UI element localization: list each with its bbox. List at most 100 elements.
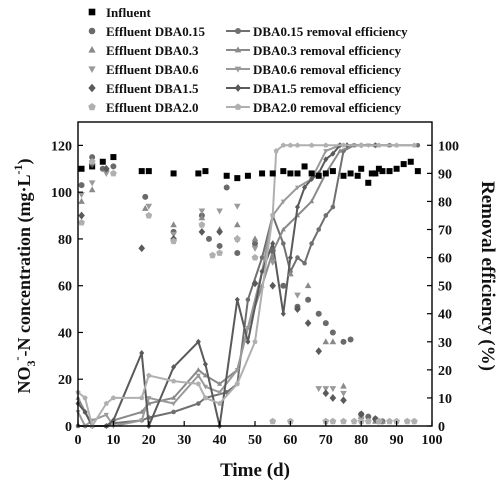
data-point [170,231,177,238]
data-point [202,395,209,401]
data-point [323,213,329,218]
data-point [287,142,294,148]
data-point [216,208,223,215]
data-point [170,170,177,177]
data-point [376,142,382,148]
y2-tick-label: 90 [438,167,452,182]
series-10 [75,142,417,429]
data-point [403,417,411,425]
data-point [233,235,241,242]
data-point [329,329,336,336]
legend-item-7: DBA0.3 removal efficiency [226,43,402,58]
y2-tick-label: 60 [438,252,452,267]
y2-tick-label: 40 [438,308,452,323]
x-tick-label: 20 [142,433,156,448]
data-point [78,211,85,220]
data-point [88,158,96,165]
legend-label: DBA1.5 removal efficiency [253,81,402,96]
data-point [88,186,96,193]
data-point [217,390,223,396]
data-point [171,401,177,407]
y-tick-label: 20 [58,373,72,388]
data-point [202,361,208,368]
data-point [350,417,358,425]
data-point [294,142,301,148]
data-point [294,305,301,313]
data-point [329,168,336,175]
data-point [198,208,206,215]
data-point [329,394,337,402]
data-point [216,228,223,236]
data-point [280,310,286,317]
data-point [170,237,178,245]
data-point [281,241,286,246]
series-line [77,144,369,428]
data-point [410,417,418,425]
x-tick-label: 10 [106,433,120,448]
legend-item-6: DBA0.15 removal efficiency [226,24,408,39]
legend-marker [234,66,242,73]
data-point [110,163,117,170]
legend-marker [88,46,96,53]
data-point [139,350,145,357]
data-point [411,142,417,148]
y2-tick-label: 20 [438,364,452,379]
data-point [103,171,110,178]
data-point [251,279,259,288]
data-point [82,408,88,415]
data-point [234,381,240,387]
legend-marker [234,103,242,110]
x-tick-label: 90 [390,433,404,448]
legend-label: Effluent DBA1.5 [106,81,199,96]
data-point [142,193,149,200]
data-point [323,149,329,154]
series-1 [78,154,386,425]
y2-axis-title: Removal efficiency (%) [477,181,498,371]
data-point [78,197,85,204]
data-point [171,395,177,400]
axes: 0 10 20 30 40 50 60 70 80 90 100020406080100120010… [51,121,459,448]
data-point [368,170,375,177]
legend-item-4: Effluent DBA1.5 [88,81,199,96]
x-tick-label: 80 [354,433,368,448]
legend-label: DBA0.15 removal efficiency [253,24,408,39]
data-point [347,336,354,343]
data-point [386,417,393,425]
data-point [259,268,265,275]
data-point [145,168,152,175]
legend: Influent Effluent DBA0.15 Effluent DBA0.3 E… [88,5,408,115]
data-point [364,417,372,425]
series-5 [78,158,418,425]
data-point [365,413,372,420]
data-point [195,367,201,372]
x-tick-label: 30 [177,433,191,448]
data-point [322,320,329,327]
data-point [198,221,206,228]
data-point [280,282,287,289]
data-point [386,168,393,175]
data-point [202,168,209,175]
data-point [209,251,216,259]
legend-marker [234,46,242,53]
data-point [330,150,336,157]
data-point [393,142,400,148]
y-axis-title: NO3--N concentration (mg·L-1) [10,159,38,394]
data-point [141,204,149,211]
data-point [315,386,323,393]
y2-tick-label: 30 [438,336,452,351]
data-point [170,221,177,228]
legend-item-8: DBA0.6 removal efficiency [226,62,402,77]
data-point [286,417,294,425]
data-point [309,175,315,182]
data-point [195,373,201,379]
data-point [280,168,287,175]
data-point [315,310,322,317]
data-point [99,158,106,165]
data-point [269,247,276,254]
data-point [244,172,251,179]
data-point [269,170,276,177]
data-point [357,410,365,419]
series-line [77,144,390,427]
data-point [269,281,276,290]
data-point [322,417,330,425]
